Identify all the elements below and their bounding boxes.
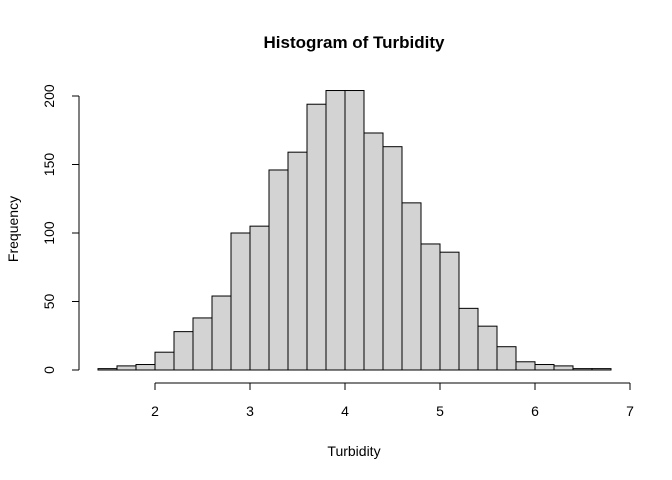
x-tick-label: 6 xyxy=(531,403,539,419)
histogram-bar xyxy=(591,368,612,371)
histogram-bar xyxy=(572,368,593,371)
x-tick-label: 3 xyxy=(246,403,254,419)
histogram-bar xyxy=(306,103,327,371)
bars-group xyxy=(97,90,612,371)
histogram-bar xyxy=(439,251,460,371)
histogram-bar xyxy=(401,202,422,371)
y-tick-label: 50 xyxy=(41,294,57,310)
histogram-bar xyxy=(553,365,574,371)
y-axis-label: Frequency xyxy=(5,196,21,262)
x-axis-label: Turbidity xyxy=(327,443,380,459)
histogram-bar xyxy=(249,225,270,371)
histogram-bar xyxy=(268,169,289,371)
x-tick-label: 5 xyxy=(436,403,444,419)
y-tick-label: 200 xyxy=(41,84,57,108)
y-tick-label: 150 xyxy=(41,153,57,177)
histogram-bar xyxy=(173,331,194,371)
histogram-bar xyxy=(477,325,498,371)
histogram-bar xyxy=(344,90,365,371)
histogram-bar xyxy=(154,351,175,371)
y-axis: 0 50 100 150 200 xyxy=(41,84,80,374)
histogram-bar xyxy=(382,146,403,371)
y-tick-label: 100 xyxy=(41,221,57,245)
x-tick-label: 7 xyxy=(626,403,634,419)
histogram-bar xyxy=(287,151,308,371)
histogram-bar xyxy=(135,364,156,371)
histogram-bar xyxy=(363,132,384,371)
histogram-bar xyxy=(496,346,517,371)
histogram-bar xyxy=(420,243,441,371)
y-tick-label: 0 xyxy=(41,366,57,374)
histogram-bar xyxy=(192,317,213,371)
x-tick-label: 4 xyxy=(341,403,349,419)
histogram-bar xyxy=(116,365,137,371)
histogram-bar xyxy=(534,364,555,371)
x-tick-label: 2 xyxy=(151,403,159,419)
chart-title: Histogram of Turbidity xyxy=(263,33,445,52)
histogram-bar xyxy=(325,90,346,371)
histogram-bar xyxy=(458,307,479,371)
histogram-bar xyxy=(211,295,232,371)
histogram-bar xyxy=(230,232,251,371)
x-axis: 2 3 4 5 6 7 xyxy=(151,382,634,419)
histogram-bar xyxy=(97,368,118,371)
histogram-bar xyxy=(515,361,536,371)
